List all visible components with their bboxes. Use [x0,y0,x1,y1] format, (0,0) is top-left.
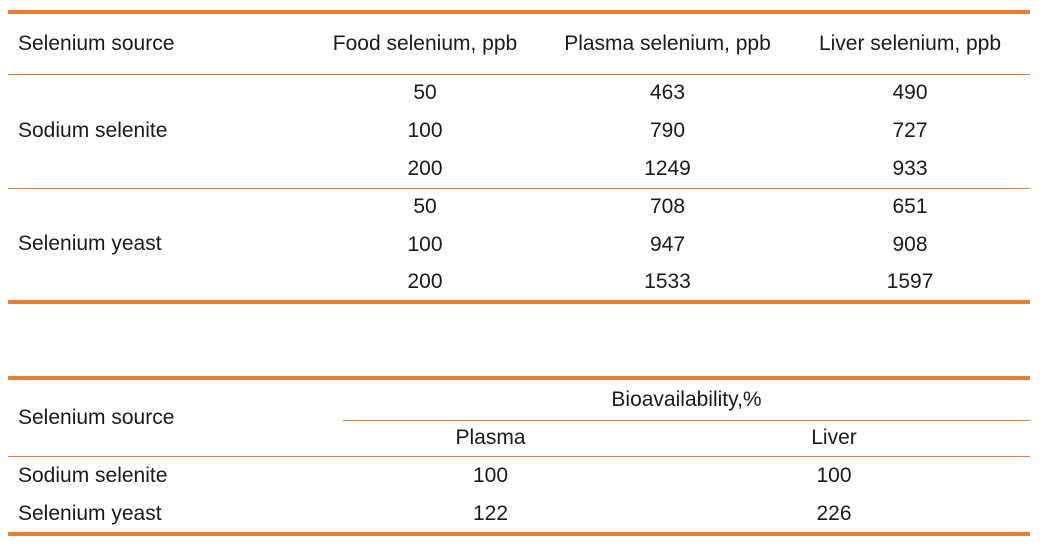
cell-food: 50 [413,195,437,219]
cell-liver: 908 [892,233,928,256]
cell-liver: 1597 [886,270,934,293]
column-header-liver: Liver [638,420,1030,457]
column-header-food-selenium: Food selenium, ppb [305,12,545,75]
cell-food: 200 [407,270,443,293]
cell-liver: 490 [892,81,928,105]
cell-plasma: 100 [472,463,509,487]
cell-liver: 651 [892,195,928,219]
row-label-sodium-selenite: Sodium selenite [18,463,168,487]
table-row: 200 1533 1597 [8,264,1030,302]
cell-liver: 226 [816,501,852,525]
table-row: Sodium selenite 50 463 490 [8,74,1030,189]
table-row: 100 947 908 [8,226,1030,264]
cell-plasma: 463 [649,81,686,105]
cell-food: 200 [305,150,545,189]
column-header-liver-selenium: Liver selenium, ppb [790,12,1030,75]
cell-food: 100 [407,119,443,142]
selenium-levels-table: Selenium source Food selenium, ppb Plasm… [8,10,1030,304]
table-row: Selenium yeast 50 708 651 [8,188,1030,255]
column-header-selenium-source: Selenium source [8,378,343,457]
header-row: Selenium source Food selenium, ppb Plasm… [8,12,1030,75]
cell-food: 100 [407,233,443,256]
cell-liver: 100 [816,463,852,487]
row-label-selenium-yeast: Selenium yeast [18,501,162,525]
cell-plasma: 790 [649,119,686,142]
table-row: Sodium selenite 100 100 [8,456,1030,495]
table-row: 200 1249 933 [8,150,1030,189]
row-group-label-sodium-selenite: Sodium selenite [8,74,305,189]
cell-plasma: 122 [472,501,509,525]
table-row: 100 790 727 [8,112,1030,150]
column-header-bioavailability: Bioavailability,% [343,378,1030,421]
cell-liver: 933 [790,150,1030,189]
column-header-selenium-source: Selenium source [8,12,305,75]
cell-plasma: 1249 [545,150,790,189]
header-row: Plasma Liver [8,420,1030,457]
row-group-label-selenium-yeast: Selenium yeast [18,232,162,256]
cell-plasma: 708 [649,195,686,219]
cell-plasma: 1533 [644,270,691,293]
table-row: Selenium yeast 122 226 [8,495,1030,534]
cell-liver: 727 [892,119,928,142]
header-row: Selenium source Bioavailability,% [8,378,1030,457]
column-header-plasma: Plasma [343,420,638,457]
bioavailability-table: Selenium source Bioavailability,% Plasma… [8,376,1030,536]
document-page: Selenium source Food selenium, ppb Plasm… [8,10,1030,536]
column-header-plasma-selenium: Plasma selenium, ppb [545,12,790,75]
cell-plasma: 947 [649,233,686,256]
cell-food: 50 [413,81,437,105]
